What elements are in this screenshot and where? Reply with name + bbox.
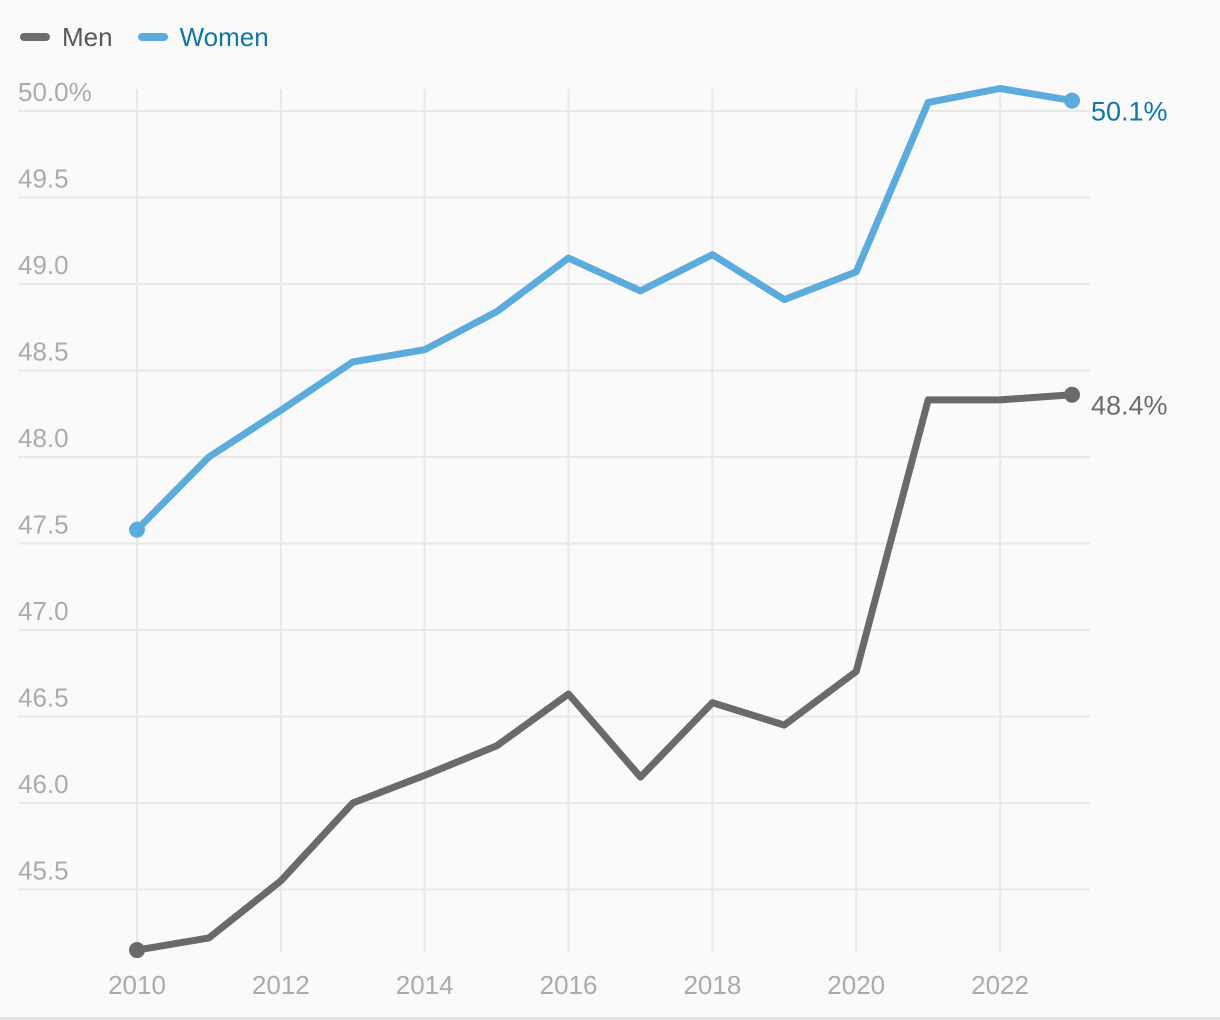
x-axis-tick-label: 2022 (971, 970, 1029, 1000)
series-end-value-label-women: 50.1% (1091, 97, 1168, 127)
series-end-dot-women (1063, 92, 1080, 109)
x-axis-tick-label: 2012 (252, 970, 310, 1000)
y-axis-tick-label: 48.0 (18, 423, 69, 453)
legend-item-men: Men (20, 22, 113, 52)
y-axis-tick-label: 50.0% (18, 77, 92, 107)
x-axis-tick-label: 2020 (827, 970, 885, 1000)
series-start-dot-men (129, 942, 145, 959)
x-axis-tick-label: 2014 (396, 970, 454, 1000)
y-axis-tick-label: 49.0 (18, 250, 69, 280)
y-axis-tick-label: 46.0 (18, 769, 69, 799)
x-axis-tick-label: 2018 (683, 970, 741, 1000)
x-axis-tick-label: 2016 (540, 970, 598, 1000)
chart-legend: Men Women (20, 22, 269, 52)
x-axis-tick-label: 2010 (108, 970, 166, 1000)
y-axis-tick-label: 45.5 (18, 856, 69, 886)
men-line-swatch-icon (20, 33, 50, 41)
y-axis-tick-label: 46.5 (18, 683, 69, 713)
women-line-swatch-icon (137, 33, 168, 41)
legend-item-women: Women (137, 22, 269, 52)
y-axis-tick-label: 49.5 (18, 164, 69, 194)
series-start-dot-women (129, 521, 145, 538)
legend-label-men: Men (62, 22, 113, 52)
y-axis-tick-label: 48.5 (18, 337, 69, 367)
series-end-value-label-men: 48.4% (1091, 391, 1168, 421)
series-line-women (133, 85, 1076, 534)
series-line-men (133, 391, 1076, 954)
y-axis-tick-label: 47.5 (18, 510, 69, 540)
legend-label-women: Women (179, 22, 269, 52)
y-axis-tick-label: 47.0 (18, 596, 69, 626)
series-end-dot-men (1063, 386, 1080, 403)
